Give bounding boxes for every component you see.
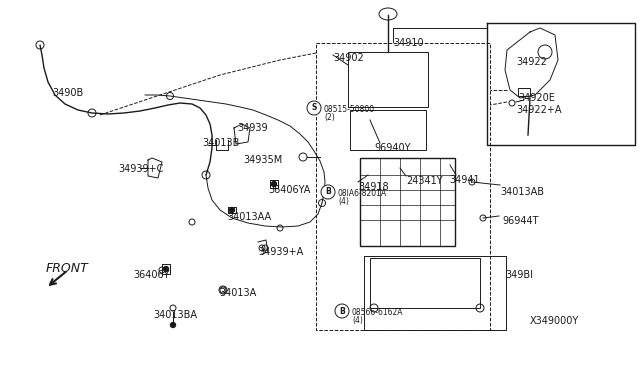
Text: 34013A: 34013A [219,288,256,298]
Text: 34013AB: 34013AB [500,187,544,197]
Text: 34939: 34939 [237,123,268,133]
Text: 34935M: 34935M [243,155,282,165]
Text: (4): (4) [352,316,363,325]
Text: S: S [311,103,317,112]
Text: 34013AA: 34013AA [227,212,271,222]
Circle shape [170,323,175,327]
Text: 34939+C: 34939+C [118,164,163,174]
Text: 96940Y: 96940Y [374,143,410,153]
Text: X349000Y: X349000Y [530,316,579,326]
Bar [348,52,428,107]
Text: 34920E: 34920E [518,93,555,103]
Text: 34013B: 34013B [202,138,239,148]
Text: 36406YA: 36406YA [268,185,310,195]
Text: 349BI: 349BI [505,270,533,280]
Text: 34910: 34910 [393,38,424,48]
Text: 24341Y: 24341Y [406,176,443,186]
Bar [370,258,480,308]
Text: 34939+A: 34939+A [258,247,303,257]
Circle shape [307,101,321,115]
Text: 34922+A: 34922+A [516,105,561,115]
Text: 3490B: 3490B [52,88,83,98]
Text: 08IA6-8201A: 08IA6-8201A [338,189,387,198]
Text: FRONT: FRONT [46,262,89,275]
Text: 08515-50800: 08515-50800 [324,105,375,114]
Text: 34902: 34902 [333,53,364,63]
Text: 34941: 34941 [449,175,479,185]
Text: 08566-6162A: 08566-6162A [352,308,403,317]
Text: 36406Y: 36406Y [133,270,170,280]
Circle shape [163,266,168,272]
Text: (2): (2) [324,113,335,122]
Circle shape [230,208,234,212]
Bar [518,88,530,96]
Text: 34918: 34918 [358,182,388,192]
Bar [350,110,426,150]
Text: B: B [325,187,331,196]
Text: 34922: 34922 [516,57,547,67]
Text: 96944T: 96944T [502,216,538,226]
Circle shape [321,185,335,199]
Text: B: B [339,307,345,315]
Text: (4): (4) [338,197,349,206]
Circle shape [271,182,276,186]
Bar [360,158,455,246]
Circle shape [335,304,349,318]
Text: 34013BA: 34013BA [153,310,197,320]
